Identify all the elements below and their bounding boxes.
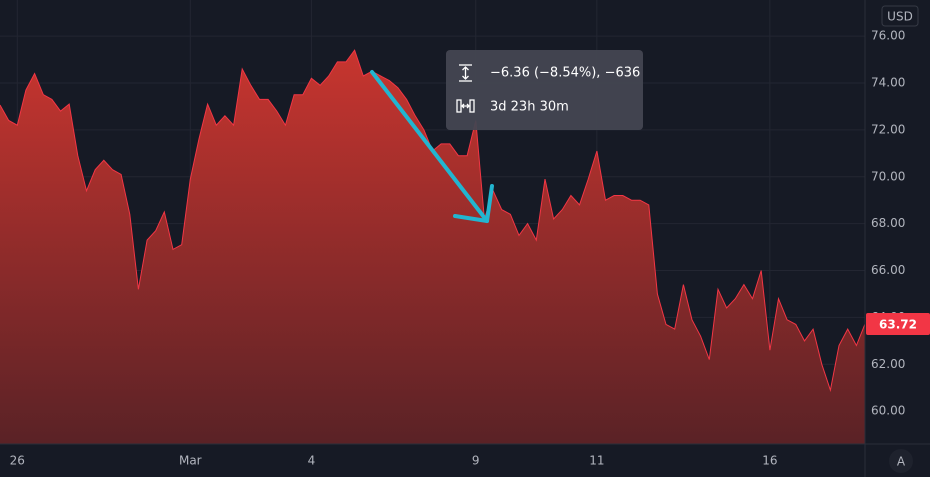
- y-tick-label: 62.00: [871, 357, 905, 371]
- currency-label: USD: [887, 10, 913, 24]
- axes: 60.0062.0064.0066.0068.0070.0072.0074.00…: [10, 29, 930, 468]
- y-tick-label: 72.00: [871, 122, 905, 136]
- auto-scale-label[interactable]: A: [897, 455, 906, 469]
- y-tick-label: 68.00: [871, 216, 905, 230]
- measure-arrow: [370, 70, 494, 223]
- x-tick-label: 4: [308, 454, 316, 468]
- auto-scale-button[interactable]: [889, 449, 913, 473]
- y-tick-label: 60.00: [871, 404, 905, 418]
- y-tick-label: 76.00: [871, 29, 905, 43]
- y-tick-label: 66.00: [871, 263, 905, 277]
- measure-tooltip: −6.36 (−8.54%), −636 3d 23h 30m: [446, 50, 643, 130]
- x-tick-label: 9: [472, 454, 480, 468]
- x-tick-label: 16: [762, 454, 777, 468]
- last-price-label: 63.72: [879, 317, 917, 331]
- duration: 3d 23h 30m: [490, 100, 569, 115]
- x-tick-label: 11: [589, 454, 604, 468]
- price-change: −6.36 (−8.54%), −636: [490, 66, 640, 81]
- currency-box: [881, 5, 919, 27]
- area-fill: [0, 50, 865, 444]
- last-price-box: [866, 312, 930, 335]
- x-tick-label: Mar: [179, 454, 202, 468]
- y-tick-label: 74.00: [871, 75, 905, 89]
- x-tick-label: 26: [10, 454, 25, 468]
- y-tick-label: 70.00: [871, 169, 905, 183]
